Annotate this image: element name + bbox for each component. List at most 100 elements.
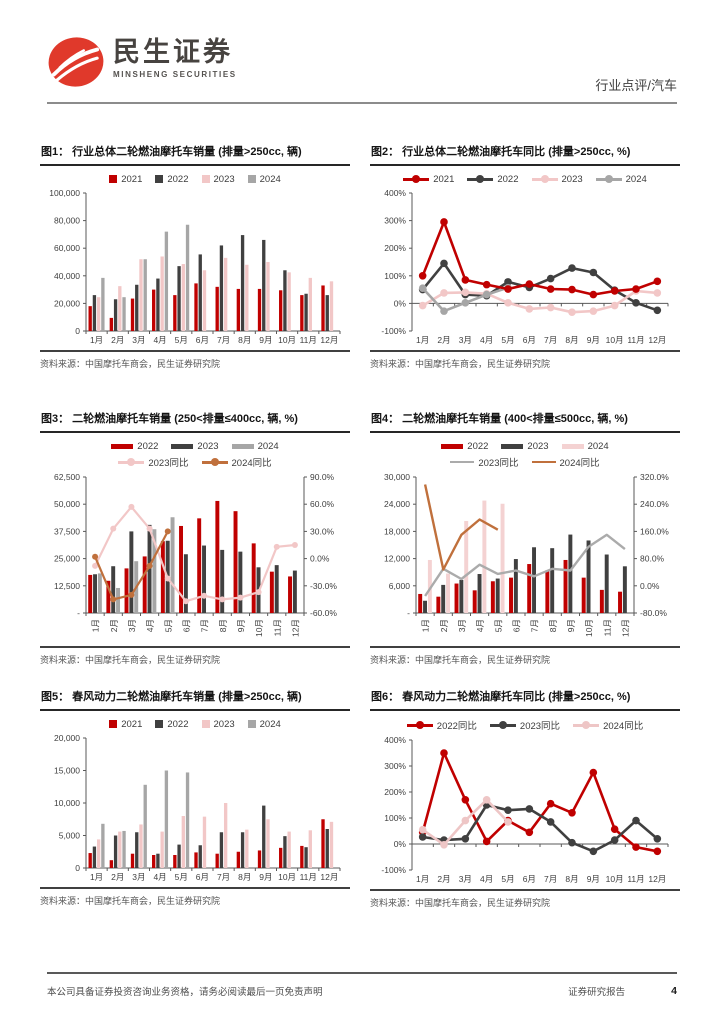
svg-text:240.0%: 240.0% [640,499,669,509]
legend-label: 2021 [121,718,143,730]
footer-disclaimer: 本公司具备证券投资咨询业务资格，请务必阅读最后一页免责声明 [47,987,323,998]
svg-text:0%: 0% [394,839,407,849]
legend-swatch-icon [201,720,210,728]
figure-3-chart-canvas: - 12,500 25,000 37,500 50,000 62,500 -60.0% -30… [54,472,337,637]
svg-text:60.0%: 60.0% [310,499,335,509]
legend-item: 2022 [111,441,158,452]
svg-text:40,000: 40,000 [54,271,80,281]
svg-text:-100%: -100% [381,865,406,875]
legend-item: 2024同比 [201,455,272,469]
figure-1-title: 图1： 行业总体二轮燃油摩托车销量 (排量>250cc, 辆) [40,146,350,166]
legend-item: 2021 [109,719,142,730]
svg-text:100%: 100% [384,813,406,823]
svg-text:20,000: 20,000 [54,298,80,308]
legend-label: 2022 [467,440,489,452]
svg-text:10月: 10月 [254,619,264,637]
svg-text:7月: 7月 [217,335,230,345]
report-header: 民生证券 MINSHENG SECURITIES 行业点评/汽车 [47,28,677,104]
svg-text:5月: 5月 [501,335,514,345]
svg-text:1月: 1月 [91,619,101,632]
figure-5-chart-canvas: 0 5,000 10,000 15,000 20,000 1月 2月 3月 4月 5月 6月 7月 8月… [54,733,341,882]
svg-text:9月: 9月 [587,335,600,345]
legend-swatch-icon [155,720,164,728]
svg-text:100%: 100% [384,271,406,281]
legend-label: 2023 [213,173,235,185]
svg-text:2月: 2月 [111,872,124,882]
brand-name-en: MINSHENG SECURITIES [113,70,237,79]
figure-3-legend: 2022 2023 2024 [40,440,350,452]
svg-text:300%: 300% [384,216,406,226]
legend-item: 2023同比 [118,455,189,469]
svg-text:4月: 4月 [475,619,485,632]
legend-item: 2021 [403,174,454,185]
figure-4-chart-canvas: - 6,000 12,000 18,000 24,000 30,000 -80.0% 0.0%… [384,472,669,637]
svg-text:400%: 400% [384,735,406,745]
svg-text:6,000: 6,000 [389,581,411,591]
brand-name-cn: 民生证券 [113,37,233,67]
legend-item: 2022 [467,173,519,185]
svg-text:3月: 3月 [457,619,467,632]
figure-4-legend: 2022 2023 2024 [370,440,680,452]
svg-text:30,000: 30,000 [384,472,410,482]
legend-swatch-icon [201,175,210,183]
svg-text:11月: 11月 [272,619,282,636]
figure-4-legend-row2: 2023同比 2024同比 [370,455,680,469]
figure-2-title: 图2： 行业总体二轮燃油摩托车同比 (排量>250cc, %) [370,146,680,166]
svg-text:3月: 3月 [459,874,472,884]
svg-text:200%: 200% [384,787,406,797]
legend-label: 2022 [497,173,519,185]
legend-item: 2024 [231,440,279,452]
legend-swatch-icon [118,458,145,466]
figure-3-source: 资料来源：中国摩托车商会，民生证券研究院 [40,646,350,666]
svg-text:9月: 9月 [236,619,246,632]
svg-text:5月: 5月 [493,619,503,632]
svg-text:0%: 0% [394,298,407,308]
legend-label: 2024 [257,440,279,452]
svg-text:8月: 8月 [238,335,251,345]
legend-swatch-icon [403,175,430,183]
legend-item: 2021 [109,174,142,185]
figure-4: 图4： 二轮燃油摩托车销量 (400<排量≤500cc, 辆, %) 2022 2… [370,413,680,666]
legend-swatch-icon [489,721,516,729]
legend-swatch-icon [595,175,622,183]
legend-item: 2024 [247,174,281,185]
svg-text:80,000: 80,000 [54,216,80,226]
svg-text:4月: 4月 [480,335,493,345]
svg-text:90.0%: 90.0% [310,472,335,482]
svg-text:11月: 11月 [627,874,644,884]
svg-text:-100%: -100% [381,326,406,336]
svg-text:6月: 6月 [511,619,521,632]
figure-4-source: 资料来源：中国摩托车商会，民生证券研究院 [370,646,680,666]
figure-3: 图3： 二轮燃油摩托车销量 (250<排量≤400cc, 辆, %) 2022 2… [40,413,350,666]
svg-text:0: 0 [75,863,80,873]
figure-6-source: 资料来源：中国摩托车商会，民生证券研究院 [370,889,680,909]
svg-text:4月: 4月 [145,619,155,632]
svg-text:-30.0%: -30.0% [310,581,337,591]
legend-label: 2024同比 [559,458,600,469]
svg-text:11月: 11月 [627,335,644,345]
svg-text:200%: 200% [384,243,406,253]
legend-swatch-icon [155,175,164,183]
figure-2-chart-canvas: -100% 0% 100% 200% 300% 400% 1月 2月 3月 4月 5月 6月 7月 8月 9… [381,188,669,345]
svg-text:5月: 5月 [175,335,188,345]
svg-text:320.0%: 320.0% [640,472,669,482]
svg-text:7月: 7月 [200,619,210,632]
svg-text:0.0%: 0.0% [310,554,330,564]
svg-text:-: - [77,608,80,618]
figure-1-source: 资料来源：中国摩托车商会，民生证券研究院 [40,350,350,370]
svg-text:1月: 1月 [421,619,431,632]
svg-text:8月: 8月 [238,872,251,882]
svg-text:12月: 12月 [648,335,666,345]
svg-text:4月: 4月 [480,874,493,884]
svg-text:3月: 3月 [132,335,145,345]
legend-swatch-icon [501,443,524,449]
legend-label: 2023同比 [478,458,519,469]
legend-swatch-icon [573,721,600,729]
footer-right: 证券研究报告 4 [568,984,677,998]
svg-text:3月: 3月 [132,872,145,882]
svg-text:50,000: 50,000 [54,499,80,509]
svg-text:12月: 12月 [320,335,338,345]
svg-text:4月: 4月 [153,335,166,345]
legend-swatch-icon [111,443,134,449]
figure-1-chart-canvas: 0 20,000 40,000 60,000 80,000 100,000 1月 2月 3月 4月… [49,188,341,345]
